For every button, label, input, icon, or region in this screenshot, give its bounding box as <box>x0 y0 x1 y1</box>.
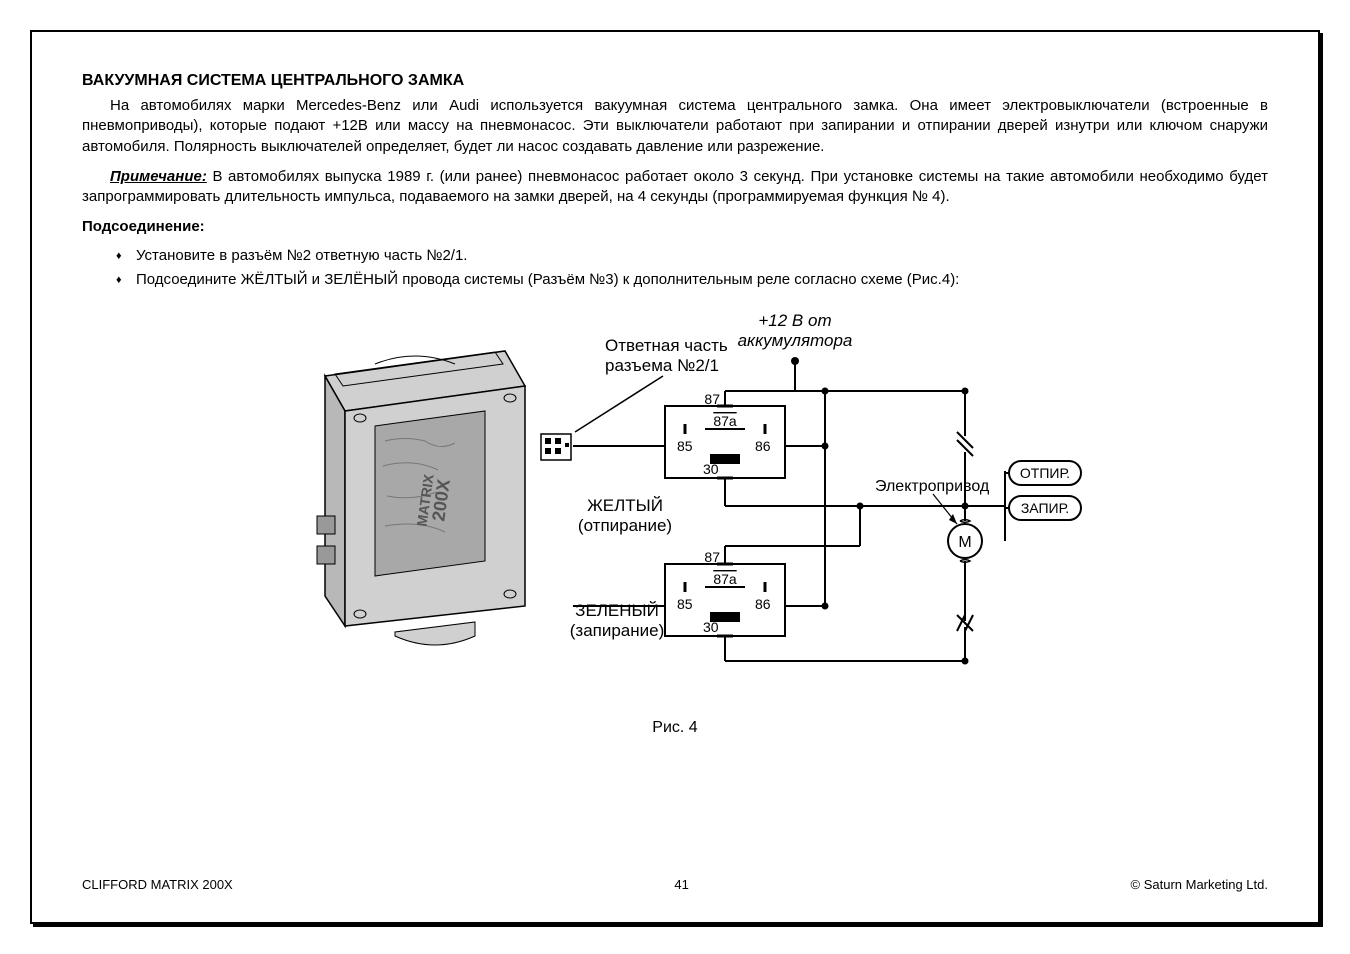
svg-text:85: 85 <box>677 596 693 612</box>
list-item: Подсоедините ЖЁЛТЫЙ и ЗЕЛЁНЫЙ провода си… <box>116 268 1268 292</box>
green-wire-l2: (запирание) <box>570 621 665 640</box>
footer-right: © Saturn Marketing Ltd. <box>1131 877 1268 892</box>
wiring-diagram: MATRIX 200X <box>265 306 1085 706</box>
connector-label-1: Ответная часть <box>605 336 728 355</box>
power-label-2: аккумулятора <box>738 331 853 350</box>
svg-text:86: 86 <box>755 596 771 612</box>
paragraph-intro: На автомобилях марки Mercedes-Benz или A… <box>82 96 1268 157</box>
paragraph-note: Примечание: В автомобилях выпуска 1989 г… <box>82 167 1268 208</box>
connector-label-2: разъема №2/1 <box>605 356 719 375</box>
subheading-connection: Подсоединение: <box>82 217 1268 237</box>
control-module: MATRIX 200X <box>317 351 525 645</box>
figure-container: MATRIX 200X <box>82 306 1268 737</box>
footer-page-number: 41 <box>674 877 688 892</box>
yellow-wire-l2: (отпирание) <box>578 516 672 535</box>
figure-caption: Рис. 4 <box>82 719 1268 737</box>
lock-button-label: ЗАПИР. <box>1021 500 1069 516</box>
power-label-1: +12 В от <box>758 311 831 330</box>
svg-text:30: 30 <box>703 619 719 635</box>
bullet-list: Установите в разъём №2 ответную часть №2… <box>116 244 1268 292</box>
lock-switch-panel: ОТПИР. ЗАПИР. <box>965 461 1081 541</box>
svg-text:87a: 87a <box>713 413 737 429</box>
svg-text:M: M <box>958 534 971 551</box>
section-heading: ВАКУУМНАЯ СИСТЕМА ЦЕНТРАЛЬНОГО ЗАМКА <box>82 72 1268 90</box>
svg-text:86: 86 <box>755 438 771 454</box>
note-text: В автомобилях выпуска 1989 г. (или ранее… <box>82 168 1268 205</box>
content-area: ВАКУУМНАЯ СИСТЕМА ЦЕНТРАЛЬНОГО ЗАМКА На … <box>82 72 1268 877</box>
green-wire-l1: ЗЕЛЕНЫЙ <box>575 601 659 620</box>
list-item: Установите в разъём №2 ответную часть №2… <box>116 244 1268 268</box>
unlock-button-label: ОТПИР. <box>1020 465 1070 481</box>
svg-text:87a: 87a <box>713 571 737 587</box>
yellow-wire-l1: ЖЕЛТЫЙ <box>587 496 663 515</box>
wire-cut-bottom <box>957 606 973 661</box>
page-frame: ВАКУУМНАЯ СИСТЕМА ЦЕНТРАЛЬНОГО ЗАМКА На … <box>30 30 1320 924</box>
drive-label: Электропривод <box>875 478 990 495</box>
page-footer: CLIFFORD MATRIX 200X 41 © Saturn Marketi… <box>82 877 1268 892</box>
connector-block-icon <box>541 434 571 460</box>
footer-left: CLIFFORD MATRIX 200X <box>82 877 233 892</box>
note-label: Примечание: <box>110 168 207 185</box>
svg-text:30: 30 <box>703 461 719 477</box>
svg-text:85: 85 <box>677 438 693 454</box>
